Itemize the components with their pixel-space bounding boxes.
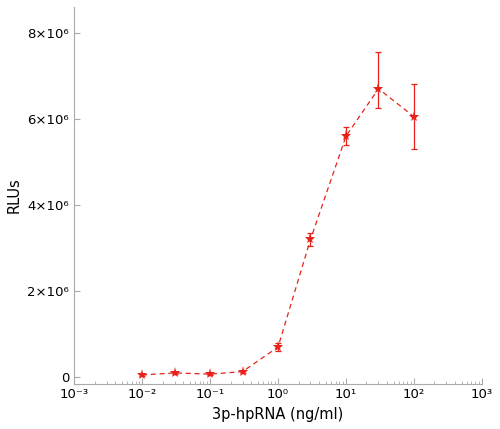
X-axis label: 3p-hpRNA (ng/ml): 3p-hpRNA (ng/ml) — [212, 407, 344, 422]
Y-axis label: RLUs: RLUs — [7, 178, 22, 213]
